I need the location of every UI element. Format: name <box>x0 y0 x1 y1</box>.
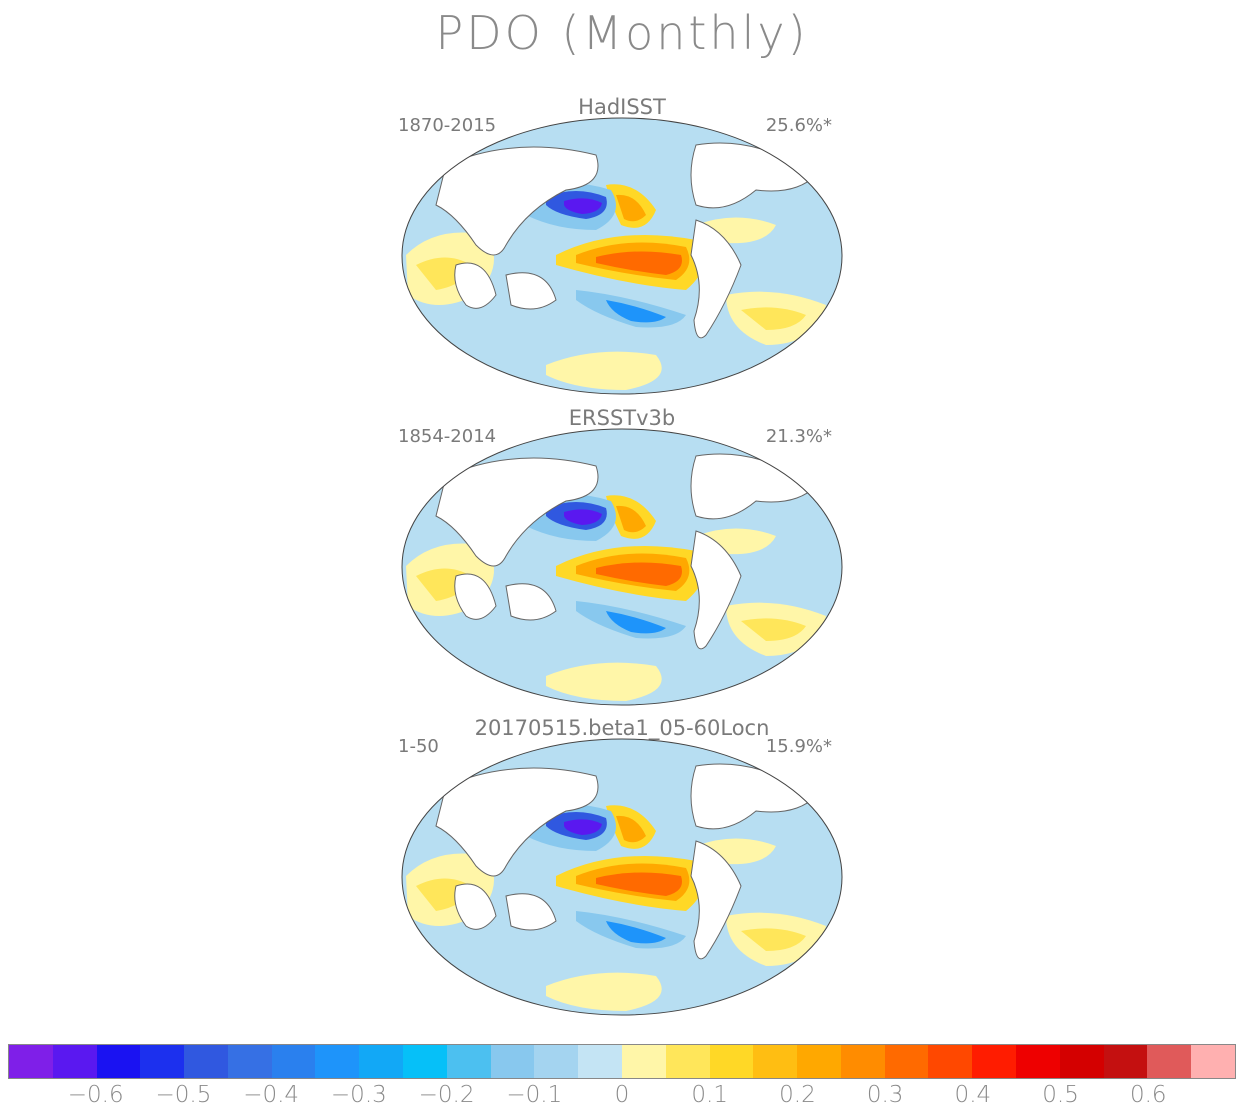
colorbar-swatch <box>797 1045 841 1078</box>
colorbar-tick-label: −0.2 <box>418 1082 475 1108</box>
colorbar-swatch <box>315 1045 360 1078</box>
colorbar-swatch <box>184 1045 228 1078</box>
panel-title: 20170515.beta1_05-60Locn <box>474 716 770 740</box>
map <box>401 428 843 706</box>
colorbar-swatch <box>753 1045 798 1078</box>
map <box>401 738 843 1016</box>
map-panel-model: 20170515.beta1_05-60Locn 1-50 15.9%* <box>396 716 848 1026</box>
colorbar-swatch <box>665 1045 710 1078</box>
colorbar-swatch <box>52 1045 97 1078</box>
colorbar-swatch <box>884 1045 929 1078</box>
colorbar-swatch <box>928 1045 973 1078</box>
colorbar-tick-label: 0.5 <box>1042 1082 1079 1108</box>
panel-title: ERSSTv3b <box>568 406 676 430</box>
colorbar-swatch <box>1015 1045 1060 1078</box>
colorbar-tick-label: 0.1 <box>691 1082 728 1108</box>
colorbar-swatch <box>840 1045 885 1078</box>
colorbar-tick-label: 0.4 <box>954 1082 992 1108</box>
panel-period: 1870-2015 <box>398 115 497 136</box>
colorbar-tick-label: −0.5 <box>155 1082 212 1108</box>
colorbar-swatch <box>490 1045 535 1078</box>
colorbar-swatch <box>227 1045 272 1078</box>
map-panel-hadisst: HadISST 1870-2015 25.6%* <box>396 95 848 405</box>
colorbar-tick-label: 0 <box>614 1082 630 1108</box>
colorbar-tick-label: 0.6 <box>1129 1082 1167 1108</box>
colorbar-swatch <box>271 1045 316 1078</box>
colorbar-swatch <box>9 1045 53 1078</box>
colorbar-tick-label: −0.3 <box>330 1082 387 1108</box>
colorbar-swatch <box>1147 1045 1192 1078</box>
colorbar-swatch <box>1103 1045 1148 1078</box>
colorbar-tick-label: 0.2 <box>779 1082 816 1108</box>
colorbar <box>8 1044 1236 1079</box>
colorbar-swatch <box>140 1045 185 1078</box>
colorbar-swatch <box>359 1045 404 1078</box>
colorbar-swatch <box>621 1045 666 1078</box>
colorbar-swatch <box>1059 1045 1104 1078</box>
panel-title: HadISST <box>578 95 666 119</box>
map <box>401 117 843 395</box>
colorbar-swatch <box>534 1045 579 1078</box>
colorbar-tick-label: 0.3 <box>866 1082 904 1108</box>
colorbar-tick-label: −0.6 <box>67 1082 124 1108</box>
colorbar-swatch <box>709 1045 754 1078</box>
colorbar-swatch <box>446 1045 491 1078</box>
colorbar-swatch <box>1191 1045 1235 1078</box>
map-panel-ersstv3b: ERSSTv3b 1854-2014 21.3%* <box>396 406 848 716</box>
colorbar-swatch <box>403 1045 447 1078</box>
panel-percent: 15.9%* <box>765 736 832 757</box>
panel-period: 1-50 <box>398 736 439 757</box>
colorbar-swatch <box>972 1045 1016 1078</box>
colorbar-swatch <box>578 1045 622 1078</box>
colorbar-tick-labels: −0.6 −0.5 −0.4 −0.3 −0.2 −0.1 0 0.1 0.2 0.3 0.4 0.5… <box>0 1080 1244 1114</box>
colorbar-tick-label: −0.1 <box>506 1082 563 1108</box>
panel-percent: 25.6%* <box>765 115 832 136</box>
panel-percent: 21.3%* <box>765 426 832 447</box>
panel-period: 1854-2014 <box>398 426 497 447</box>
figure-title: PDO (Monthly) <box>435 6 809 60</box>
colorbar-swatch <box>96 1045 141 1078</box>
colorbar-tick-label: −0.4 <box>243 1082 300 1108</box>
